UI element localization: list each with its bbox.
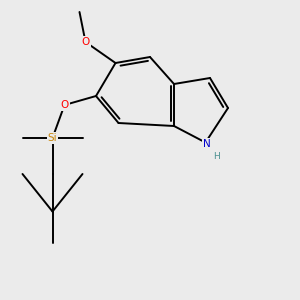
Text: Si: Si — [48, 133, 57, 143]
Text: O: O — [81, 37, 90, 47]
Text: H: H — [213, 152, 219, 161]
Text: N: N — [203, 139, 211, 149]
Text: O: O — [60, 100, 69, 110]
